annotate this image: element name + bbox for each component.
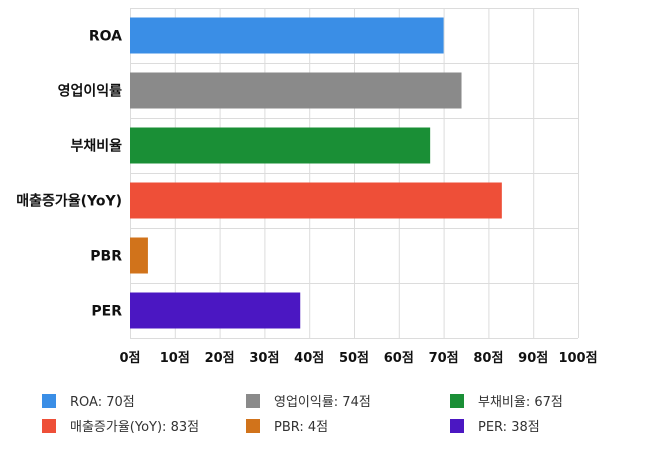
x-tick-label: 0점 xyxy=(119,351,140,366)
legend-entry-label[interactable]: 매출증가율(YoY): 83점 xyxy=(70,420,199,435)
bar[interactable] xyxy=(130,292,301,329)
x-tick-label: 70점 xyxy=(429,351,459,366)
x-tick-label: 60점 xyxy=(384,351,414,366)
legend-swatch xyxy=(246,419,260,433)
bar[interactable] xyxy=(130,72,462,109)
legend-swatch xyxy=(42,394,56,408)
x-tick-label: 90점 xyxy=(518,351,548,366)
bar[interactable] xyxy=(130,237,148,274)
bar[interactable] xyxy=(130,17,444,54)
bar[interactable] xyxy=(130,127,431,164)
category-label: 매출증가율(YoY) xyxy=(16,193,122,210)
legend-entry-label[interactable]: ROA: 70점 xyxy=(70,395,135,410)
legend-swatch xyxy=(450,394,464,408)
category-label: 부채비율 xyxy=(70,138,122,155)
x-tick-label: 20점 xyxy=(205,351,235,366)
category-label: 영업이익률 xyxy=(58,83,123,100)
x-tick-label: 100점 xyxy=(558,351,597,366)
legend-swatch xyxy=(42,419,56,433)
legend-swatch xyxy=(450,419,464,433)
x-tick-label: 80점 xyxy=(473,351,503,366)
legend-swatch xyxy=(246,394,260,408)
category-label: PER xyxy=(91,304,122,320)
legend-entry-label[interactable]: 부채비율: 67점 xyxy=(478,395,563,410)
legend-entry-label[interactable]: PER: 38점 xyxy=(478,420,540,435)
x-tick-label: 50점 xyxy=(339,351,369,366)
legend-entry-label[interactable]: PBR: 4점 xyxy=(274,420,328,435)
category-label: ROA xyxy=(89,29,122,45)
x-tick-label: 30점 xyxy=(249,351,279,366)
bars xyxy=(130,17,502,329)
bar[interactable] xyxy=(130,182,502,219)
grid xyxy=(130,8,579,339)
legend-entry-label[interactable]: 영업이익률: 74점 xyxy=(274,395,371,410)
x-tick-label: 10점 xyxy=(160,351,190,366)
category-label: PBR xyxy=(90,249,122,265)
x-tick-label: 40점 xyxy=(294,351,324,366)
x-tick-labels: 0점 10점 20점 30점 40점 50점 60점 70점 80점 90점 100점 xyxy=(119,351,597,366)
